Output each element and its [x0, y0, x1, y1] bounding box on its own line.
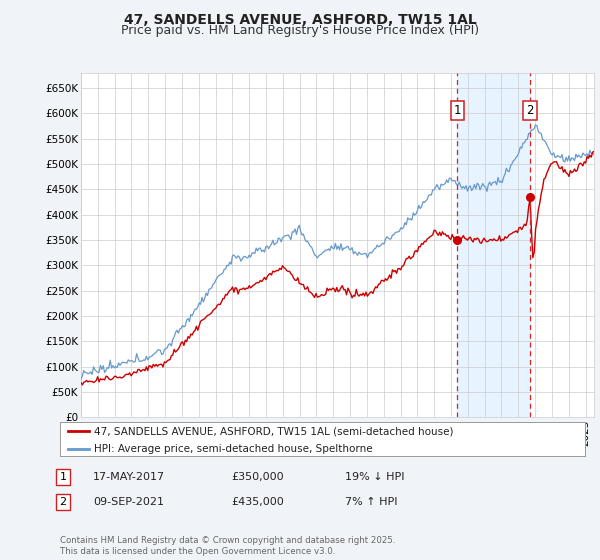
Text: 47, SANDELLS AVENUE, ASHFORD, TW15 1AL: 47, SANDELLS AVENUE, ASHFORD, TW15 1AL: [124, 13, 476, 27]
Text: 7% ↑ HPI: 7% ↑ HPI: [345, 497, 398, 507]
Text: 2: 2: [59, 497, 67, 507]
Text: 2: 2: [526, 104, 533, 117]
Text: £435,000: £435,000: [231, 497, 284, 507]
Text: 19% ↓ HPI: 19% ↓ HPI: [345, 472, 404, 482]
Text: 1: 1: [59, 472, 67, 482]
Bar: [457, 73, 530, 417]
Text: Price paid vs. HM Land Registry's House Price Index (HPI): Price paid vs. HM Land Registry's House …: [121, 24, 479, 37]
Text: 1: 1: [454, 104, 461, 117]
Text: Contains HM Land Registry data © Crown copyright and database right 2025.
This d: Contains HM Land Registry data © Crown c…: [60, 536, 395, 556]
Text: 09-SEP-2021: 09-SEP-2021: [93, 497, 164, 507]
Text: 47, SANDELLS AVENUE, ASHFORD, TW15 1AL (semi-detached house): 47, SANDELLS AVENUE, ASHFORD, TW15 1AL (…: [94, 426, 454, 436]
Text: HPI: Average price, semi-detached house, Spelthorne: HPI: Average price, semi-detached house,…: [94, 444, 373, 454]
Text: 17-MAY-2017: 17-MAY-2017: [93, 472, 165, 482]
Text: £350,000: £350,000: [231, 472, 284, 482]
